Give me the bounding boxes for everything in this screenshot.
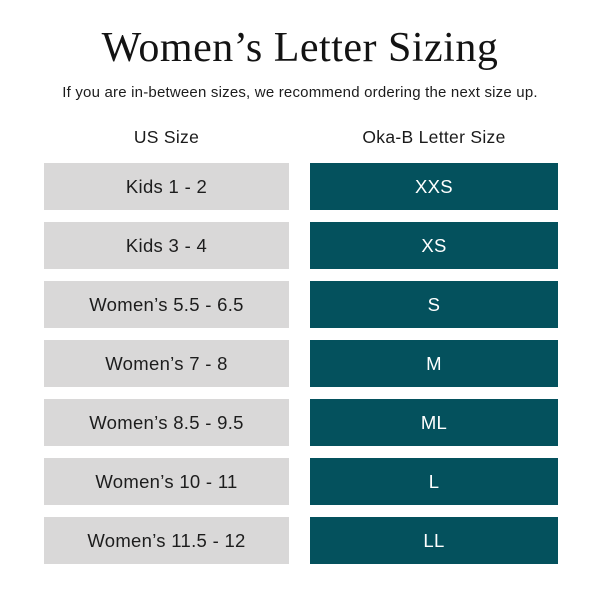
letter-size-cell: M xyxy=(310,340,558,387)
us-size-cell: Women’s 7 - 8 xyxy=(44,340,289,387)
us-size-cell: Women’s 11.5 - 12 xyxy=(44,517,289,564)
letter-size-cell: XS xyxy=(310,222,558,269)
page-subtitle: If you are in-between sizes, we recommen… xyxy=(62,84,538,101)
letter-size-cell: S xyxy=(310,281,558,328)
page-title: Women’s Letter Sizing xyxy=(101,25,499,71)
us-size-cell: Women’s 10 - 11 xyxy=(44,458,289,505)
letter-size-cell: LL xyxy=(310,517,558,564)
letter-size-cell: XXS xyxy=(310,163,558,210)
letter-size-cell: ML xyxy=(310,399,558,446)
us-size-cell: Kids 3 - 4 xyxy=(44,222,289,269)
us-size-cell: Women’s 5.5 - 6.5 xyxy=(44,281,289,328)
table-header-row: US Size Oka-B Letter Size xyxy=(44,127,600,148)
column-header-letter-size: Oka-B Letter Size xyxy=(362,127,506,147)
us-size-cell: Women’s 8.5 - 9.5 xyxy=(44,399,289,446)
letter-size-cell: L xyxy=(310,458,558,505)
size-table: Kids 1 - 2 XXS Kids 3 - 4 XS Women’s 5.5 - 6… xyxy=(44,163,600,564)
column-header-us-size: US Size xyxy=(133,127,200,147)
us-size-cell: Kids 1 - 2 xyxy=(44,163,289,210)
